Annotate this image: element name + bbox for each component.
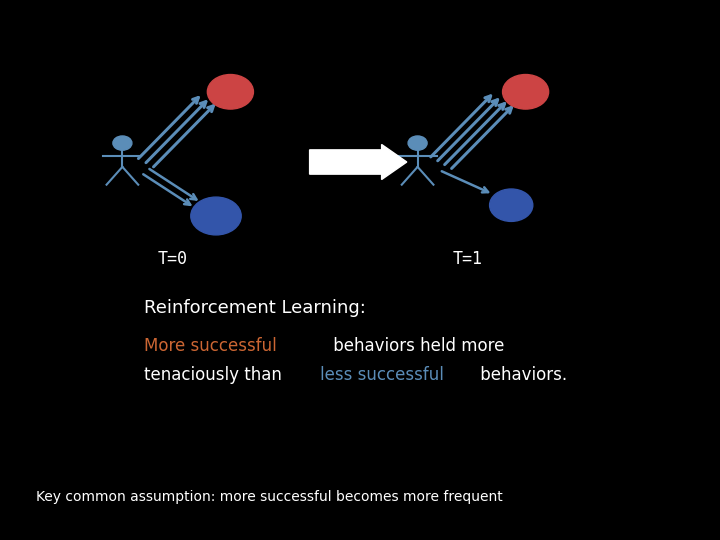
Circle shape bbox=[408, 136, 427, 150]
Text: More successful: More successful bbox=[144, 336, 276, 355]
Circle shape bbox=[113, 136, 132, 150]
Text: T=1: T=1 bbox=[453, 250, 483, 268]
Text: behaviors.: behaviors. bbox=[475, 366, 567, 384]
Text: behaviors held more: behaviors held more bbox=[328, 336, 504, 355]
Circle shape bbox=[207, 75, 253, 109]
Text: T=0: T=0 bbox=[158, 250, 188, 268]
Text: Reinforcement Learning:: Reinforcement Learning: bbox=[144, 299, 366, 317]
Circle shape bbox=[191, 197, 241, 235]
FancyArrow shape bbox=[310, 144, 407, 179]
Text: tenaciously than: tenaciously than bbox=[144, 366, 287, 384]
Text: Key common assumption: more successful becomes more frequent: Key common assumption: more successful b… bbox=[36, 490, 503, 504]
Circle shape bbox=[490, 189, 533, 221]
Text: less successful: less successful bbox=[320, 366, 444, 384]
Circle shape bbox=[503, 75, 549, 109]
